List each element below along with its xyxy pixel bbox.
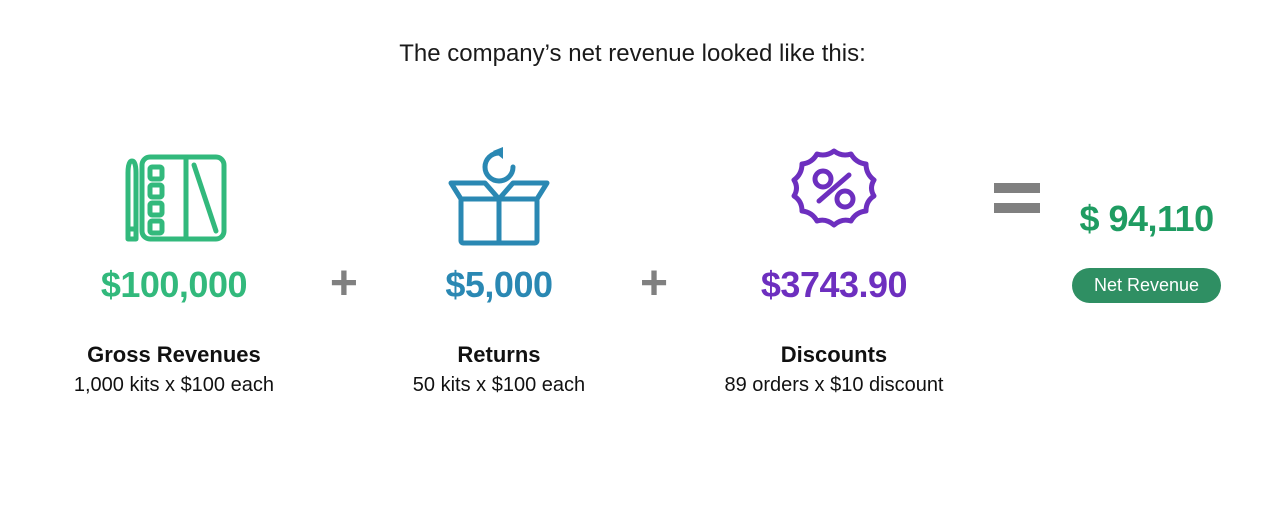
discounts-sublabel: 89 orders x $10 discount [724,374,943,397]
gross-sublabel: 1,000 kits x $100 each [74,374,274,397]
discounts-amount: $3743.90 [761,264,907,306]
infographic-root: The company’s net revenue looked like th… [0,0,1265,518]
net-revenue-total: $ 94,110 [1079,198,1213,240]
net-revenue-pill: Net Revenue [1072,268,1221,303]
result-block: $ 94,110 Net Revenue [1072,138,1221,303]
plus-operator: + [304,138,384,312]
plus-operator: + [614,138,694,312]
item-returns: $5,000 Returns 50 kits x $100 each [384,138,614,397]
returns-sublabel: 50 kits x $100 each [413,374,585,397]
returns-label: Returns [457,342,540,368]
return-box-icon [439,138,559,258]
palette-icon [114,138,234,258]
discounts-label: Discounts [781,342,887,368]
infographic-row: $100,000 Gross Revenues 1,000 kits x $10… [0,138,1265,397]
discount-badge-icon [779,138,889,258]
gross-label: Gross Revenues [87,342,261,368]
item-discounts: $3743.90 Discounts 89 orders x $10 disco… [694,138,974,397]
item-gross: $100,000 Gross Revenues 1,000 kits x $10… [44,138,304,397]
equals-operator [974,138,1072,258]
infographic-heading: The company’s net revenue looked like th… [0,40,1265,68]
equals-icon [994,183,1040,213]
returns-amount: $5,000 [445,264,552,306]
gross-amount: $100,000 [101,264,247,306]
